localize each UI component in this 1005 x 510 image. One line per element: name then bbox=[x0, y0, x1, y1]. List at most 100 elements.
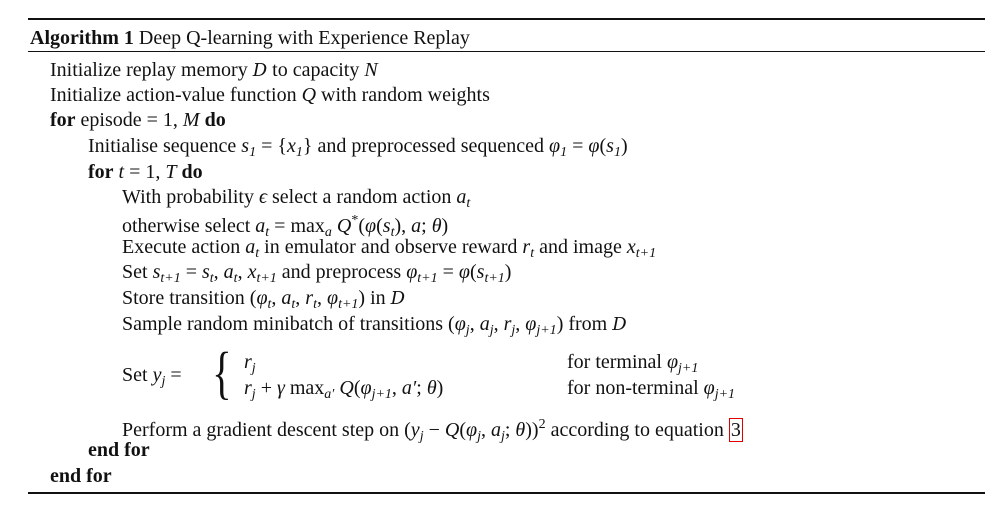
algorithm-caption: Algorithm 1 Deep Q-learning with Experie… bbox=[30, 26, 470, 50]
text-segment: = 1, bbox=[124, 161, 166, 183]
text-segment: r bbox=[503, 313, 512, 335]
text-segment: , bbox=[213, 261, 224, 283]
text-segment: t bbox=[209, 271, 214, 286]
text-segment: Q bbox=[301, 84, 317, 106]
text-segment: t bbox=[313, 297, 317, 312]
text-segment: Set bbox=[122, 261, 153, 283]
text-segment: s bbox=[382, 215, 391, 237]
text-segment: j+1 bbox=[678, 361, 699, 376]
text-segment: t+1 bbox=[256, 271, 277, 286]
text-segment: D bbox=[390, 288, 406, 309]
text-segment: t bbox=[530, 246, 535, 261]
text-segment: φ bbox=[406, 261, 418, 283]
text-segment: a bbox=[255, 215, 266, 237]
text-segment: s bbox=[201, 261, 210, 283]
text-segment: s bbox=[476, 261, 485, 283]
algorithm-title: Deep Q-learning with Experience Replay bbox=[133, 27, 470, 49]
text-segment: ( bbox=[469, 261, 477, 283]
text-segment: ; bbox=[504, 419, 516, 441]
text-segment: = max bbox=[269, 215, 325, 237]
text-segment: = bbox=[437, 261, 459, 283]
text-segment: j bbox=[251, 361, 256, 376]
text-segment: 1 bbox=[613, 145, 621, 160]
text-segment: φ bbox=[458, 261, 470, 283]
text-segment: ) bbox=[441, 215, 449, 237]
text-segment: do bbox=[181, 161, 203, 183]
text-segment: a′ bbox=[401, 377, 417, 399]
text-segment: j bbox=[251, 387, 256, 402]
text-segment: r bbox=[305, 287, 314, 309]
text-segment: t bbox=[466, 196, 471, 211]
text-segment: ϵ bbox=[258, 186, 268, 208]
text-segment: t bbox=[390, 225, 395, 240]
text-segment: Perform a gradient descent step on ( bbox=[122, 419, 411, 441]
text-segment: N bbox=[364, 59, 378, 81]
text-segment: φ bbox=[588, 135, 600, 157]
text-segment: D bbox=[252, 60, 268, 81]
algorithm-line: Initialise sequence s1 = {x1} and prepro… bbox=[88, 134, 628, 165]
text-segment: , bbox=[271, 287, 282, 309]
text-segment: j bbox=[465, 323, 470, 338]
text-segment: φ bbox=[525, 313, 537, 335]
text-segment: , bbox=[391, 377, 402, 399]
algorithm-line: otherwise select at = maxa Q*(φ(st), a; … bbox=[122, 209, 448, 245]
text-segment: , bbox=[316, 287, 327, 309]
text-segment: j bbox=[161, 374, 166, 389]
text-segment: ), bbox=[394, 215, 412, 237]
algorithm-line: end for bbox=[88, 438, 150, 462]
text-segment: end for bbox=[50, 465, 112, 487]
text-segment: Store transition ( bbox=[122, 287, 257, 309]
text-segment: according to equation bbox=[545, 419, 729, 441]
text-segment: 1 bbox=[295, 145, 303, 160]
text-segment: episode = 1, bbox=[75, 109, 183, 131]
algorithm-line: Perform a gradient descent step on (yj −… bbox=[122, 413, 743, 449]
text-segment: Set bbox=[122, 364, 153, 386]
text-segment: = { bbox=[256, 135, 287, 157]
text-segment: j bbox=[419, 429, 424, 444]
text-segment: + bbox=[255, 377, 277, 399]
text-segment: j+1 bbox=[714, 387, 736, 402]
text-segment: end for bbox=[88, 439, 150, 461]
algorithm-line: end for bbox=[50, 464, 112, 488]
algorithm-label: Algorithm 1 bbox=[30, 27, 134, 49]
algorithm-line: Initialize action-value function Q with … bbox=[50, 83, 490, 107]
algorithm-line: for episode = 1, M do bbox=[50, 108, 226, 132]
caption-rule bbox=[28, 51, 985, 52]
algorithm-line: for t = 1, T do bbox=[88, 160, 203, 184]
text-segment: φ bbox=[465, 419, 478, 441]
text-segment: t bbox=[255, 246, 260, 261]
text-segment: t+1 bbox=[338, 297, 359, 312]
case-condition: for non-terminal φj+1 bbox=[567, 376, 735, 407]
case-expression: rj bbox=[244, 350, 256, 381]
text-segment: φ bbox=[454, 313, 466, 335]
text-segment: in emulator and observe reward bbox=[259, 236, 523, 258]
text-segment: a bbox=[223, 261, 234, 283]
text-segment: , bbox=[480, 419, 491, 441]
text-segment: j+1 bbox=[371, 387, 392, 402]
text-segment: t bbox=[265, 225, 270, 240]
text-segment: , bbox=[469, 313, 480, 335]
algorithm-line: Set st+1 = st, at, xt+1 and preprocess φ… bbox=[122, 260, 511, 291]
text-segment: select a random action bbox=[267, 186, 457, 208]
text-segment: Initialise sequence bbox=[88, 135, 242, 157]
case-expression: rj + γ maxa′ Q(φj+1, a′; θ) bbox=[244, 376, 443, 407]
text-segment: , bbox=[515, 313, 526, 335]
text-segment: max bbox=[284, 377, 325, 399]
text-segment: to capacity bbox=[267, 59, 365, 81]
equation-reference-link[interactable]: 3 bbox=[728, 418, 743, 442]
text-segment: With probability bbox=[122, 186, 259, 208]
text-segment: a bbox=[456, 186, 467, 208]
text-segment: , bbox=[295, 287, 306, 309]
text-segment: φ bbox=[365, 215, 377, 237]
algorithm-line: With probability ϵ select a random actio… bbox=[122, 185, 470, 216]
text-segment: φ bbox=[703, 377, 715, 399]
text-segment: , bbox=[237, 261, 248, 283]
text-segment: a bbox=[411, 215, 422, 237]
text-segment: t bbox=[267, 297, 272, 312]
text-segment: θ bbox=[431, 215, 442, 237]
text-segment: 1 bbox=[560, 145, 568, 160]
text-segment: and image bbox=[534, 236, 627, 258]
text-segment: θ bbox=[426, 377, 437, 399]
text-segment: ) bbox=[504, 261, 512, 283]
text-segment: s bbox=[152, 261, 161, 283]
